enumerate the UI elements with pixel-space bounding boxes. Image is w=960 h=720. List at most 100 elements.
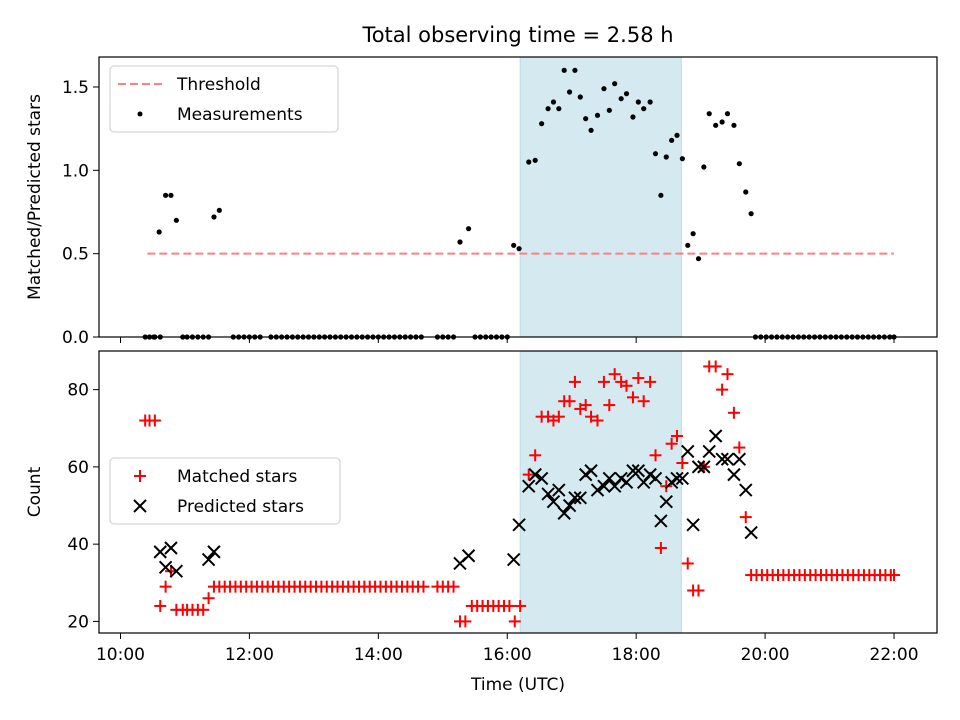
measurement-point bbox=[168, 192, 174, 198]
bottom-x-ticks: 10:00 12:00 14:00 16:00 18:00 20:00 22:00 bbox=[96, 633, 919, 665]
x-tick-label: 18:00 bbox=[612, 645, 661, 665]
matched-star-point bbox=[888, 569, 901, 582]
measurement-point bbox=[583, 116, 589, 122]
y-tick-label: 0.5 bbox=[62, 245, 89, 265]
matched-star-point bbox=[148, 414, 161, 427]
measurement-point bbox=[663, 154, 669, 160]
predicted-star-point bbox=[715, 452, 729, 466]
matched-star-point bbox=[681, 557, 694, 570]
predicted-star-point bbox=[732, 452, 747, 466]
predicted-star-point bbox=[602, 471, 617, 486]
matched-star-point bbox=[563, 395, 576, 408]
predicted-star-point bbox=[727, 467, 741, 482]
x-tick-label: 20:00 bbox=[741, 645, 790, 665]
predicted-star-point bbox=[659, 494, 673, 509]
predicted-star-point bbox=[631, 464, 646, 478]
predicted-star-point bbox=[702, 444, 716, 459]
matched-star-point bbox=[632, 372, 645, 385]
matched-star-point bbox=[620, 379, 633, 392]
y-tick-label: 20 bbox=[67, 612, 89, 632]
predicted-star-point bbox=[534, 471, 549, 486]
measurement-point bbox=[748, 211, 754, 217]
measurement-points bbox=[142, 67, 897, 340]
measurement-point bbox=[606, 107, 612, 113]
measurement-point bbox=[594, 112, 601, 118]
predicted-star-point bbox=[541, 487, 555, 501]
matched-star-point bbox=[417, 580, 430, 593]
matched-star-point bbox=[568, 375, 581, 388]
predicted-star-point bbox=[562, 498, 577, 513]
predicted-star-point bbox=[675, 471, 690, 486]
matched-stars-points bbox=[139, 360, 901, 628]
measurement-point bbox=[211, 214, 217, 220]
predicted-star-point bbox=[590, 483, 605, 497]
matched-star-point bbox=[649, 449, 662, 462]
predicted-star-point bbox=[686, 518, 700, 532]
bottom-axes-frame bbox=[98, 350, 938, 634]
measurement-point bbox=[690, 231, 696, 237]
legend-predicted-swatch bbox=[133, 499, 147, 513]
bottom-legend-box bbox=[109, 457, 341, 525]
predicted-star-point bbox=[568, 491, 582, 505]
matched-star-point bbox=[603, 399, 616, 412]
top-legend-box bbox=[109, 65, 339, 133]
top-highlight-window bbox=[519, 56, 682, 338]
legend-measurements-label: Measurements bbox=[177, 105, 303, 125]
measurement-point bbox=[457, 239, 463, 245]
measurement-point bbox=[713, 122, 719, 128]
top-y-axis-label: Matched/Predicted stars bbox=[25, 94, 45, 300]
matched-star-point bbox=[733, 441, 746, 454]
measurement-point bbox=[577, 94, 583, 100]
matched-star-point bbox=[159, 580, 172, 593]
y-tick-label: 1.0 bbox=[62, 161, 89, 181]
matched-star-point bbox=[671, 429, 684, 442]
measurement-point bbox=[539, 121, 545, 127]
matched-star-point bbox=[716, 383, 729, 396]
measurement-point bbox=[658, 192, 664, 198]
predicted-star-point bbox=[708, 429, 723, 443]
measurement-point bbox=[743, 189, 749, 195]
top-x-ticks bbox=[119, 337, 895, 343]
matched-star-point bbox=[626, 391, 639, 404]
predicted-star-point bbox=[670, 471, 684, 486]
matched-star-point bbox=[654, 542, 667, 555]
legend-matched-label: Matched stars bbox=[177, 467, 297, 487]
matched-star-point bbox=[552, 410, 565, 423]
measurement-point bbox=[724, 111, 731, 117]
predicted-star-point bbox=[552, 483, 566, 497]
top-axes-frame bbox=[98, 56, 938, 338]
predicted-star-point bbox=[626, 464, 640, 478]
matched-star-point bbox=[676, 457, 689, 470]
measurement-point bbox=[630, 114, 636, 120]
matched-star-point bbox=[660, 480, 673, 493]
measurement-point bbox=[588, 127, 594, 133]
matched-star-point bbox=[585, 410, 598, 423]
matched-star-point bbox=[709, 360, 722, 373]
measurement-point bbox=[731, 122, 737, 128]
y-tick-label: 40 bbox=[67, 535, 89, 555]
measurement-point bbox=[695, 256, 702, 262]
measurement-point bbox=[674, 132, 680, 138]
x-tick-label: 10:00 bbox=[96, 645, 145, 665]
matched-star-point bbox=[597, 375, 610, 388]
measurement-point bbox=[685, 242, 691, 248]
predicted-star-point bbox=[697, 460, 711, 474]
top-y-ticks: 0.0 0.5 1.0 1.5 bbox=[62, 78, 99, 348]
matched-star-point bbox=[579, 399, 592, 412]
legend-predicted-label: Predicted stars bbox=[177, 497, 304, 517]
x-tick-label: 12:00 bbox=[225, 645, 274, 665]
measurement-point bbox=[511, 242, 517, 248]
y-tick-label: 1.5 bbox=[62, 78, 89, 98]
predicted-star-point bbox=[648, 471, 663, 486]
measurement-point bbox=[532, 157, 538, 163]
legend-matched-swatch bbox=[134, 470, 146, 482]
predicted-star-point bbox=[584, 464, 598, 478]
predicted-star-point bbox=[691, 460, 706, 474]
measurement-point bbox=[556, 106, 562, 112]
top-legend: Threshold Measurements bbox=[109, 65, 339, 133]
predicted-star-point bbox=[153, 545, 167, 559]
matched-star-point bbox=[692, 584, 705, 597]
measurement-point bbox=[163, 192, 169, 198]
measurement-point bbox=[679, 156, 685, 162]
